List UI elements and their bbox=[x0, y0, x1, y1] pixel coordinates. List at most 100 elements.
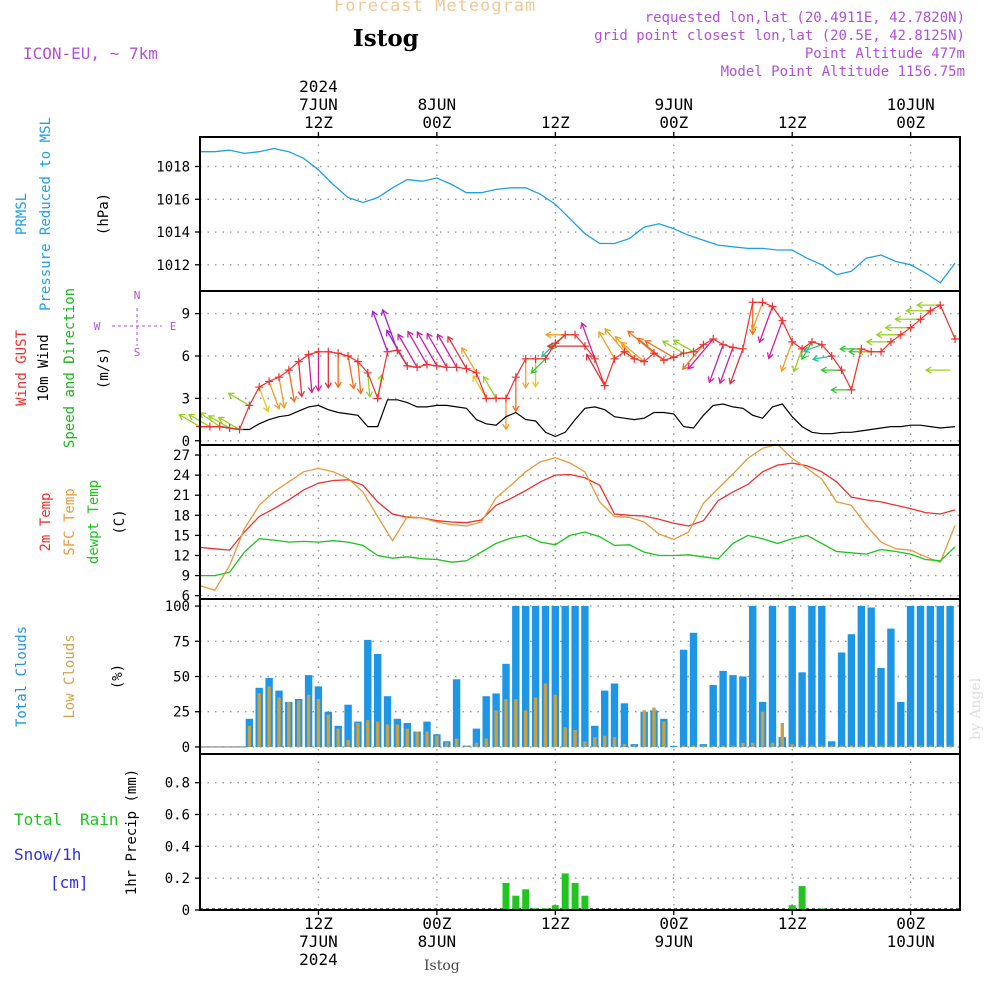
wind-arrow bbox=[627, 330, 655, 354]
wind-arrow-head bbox=[178, 413, 186, 421]
wind-arrow bbox=[751, 302, 764, 331]
total-cloud-bar bbox=[867, 607, 875, 747]
wind-arrow bbox=[803, 344, 823, 352]
legend-rain: Rain bbox=[80, 810, 119, 829]
wind-gust-marker bbox=[413, 363, 422, 372]
low-cloud-bar bbox=[790, 744, 794, 747]
low-cloud-bar bbox=[751, 742, 755, 747]
wind-arrow bbox=[357, 361, 362, 394]
temp-2m-line bbox=[199, 462, 956, 551]
total-cloud-bar bbox=[719, 670, 727, 747]
dewpoint-line bbox=[200, 531, 956, 577]
compass-axes bbox=[112, 308, 162, 346]
wind-arrow-head bbox=[530, 366, 538, 374]
wind-gust-marker bbox=[699, 340, 708, 349]
low-cloud-bar bbox=[395, 724, 400, 747]
wind-arrow-head bbox=[544, 331, 552, 339]
rain-bar bbox=[502, 882, 510, 910]
wind-gust-marker bbox=[284, 366, 293, 375]
wind-gust-marker bbox=[951, 335, 960, 344]
wind-gust-marker bbox=[245, 401, 254, 410]
wind-gust-marker bbox=[857, 344, 866, 353]
low-cloud-bar bbox=[760, 711, 765, 747]
wind-arrow bbox=[472, 375, 487, 399]
wind-arrow bbox=[447, 336, 468, 370]
wind-gust-marker bbox=[896, 330, 905, 339]
total-cloud-bar bbox=[383, 696, 392, 747]
total-cloud-bar bbox=[620, 703, 629, 747]
low-cloud-bar bbox=[691, 745, 696, 747]
wind-gust-marker bbox=[886, 337, 895, 346]
wind-gust-marker bbox=[877, 347, 886, 356]
wind-arrow-head bbox=[188, 413, 196, 421]
total-cloud-bar bbox=[551, 606, 559, 747]
y-tick-label: 0 bbox=[182, 740, 190, 756]
y-tick-label: 0 bbox=[182, 434, 190, 450]
compass-north: N bbox=[134, 289, 141, 302]
total-cloud-bar bbox=[916, 606, 925, 747]
wind-arrow-head bbox=[884, 324, 892, 332]
wind-arrow-head bbox=[636, 337, 644, 345]
low-cloud-bar bbox=[425, 731, 429, 747]
wind-arrow-head bbox=[386, 329, 393, 337]
wind-arrow bbox=[407, 331, 428, 365]
wind-arrow-head bbox=[916, 301, 923, 309]
rain-bar bbox=[788, 905, 796, 910]
axis-label: (m/s) bbox=[96, 347, 112, 389]
time-label-top: 12Z bbox=[778, 113, 807, 132]
axis-label: 10m Wind bbox=[36, 334, 52, 401]
y-tick-label: 12 bbox=[173, 548, 190, 564]
total-cloud-bar bbox=[344, 704, 352, 747]
wind-gust-marker bbox=[936, 301, 945, 310]
wind-arrow bbox=[708, 344, 724, 383]
low-cloud-bar bbox=[257, 693, 261, 747]
wind-arrow-head bbox=[436, 333, 444, 341]
wind-arrow-head bbox=[580, 321, 587, 330]
time-label-top: 12Z bbox=[304, 113, 333, 132]
time-label-bottom: 8JUN bbox=[418, 932, 457, 951]
y-tick-label: 3 bbox=[182, 391, 190, 407]
model-label: ICON-EU, ~ 7km bbox=[23, 44, 158, 63]
legend-snow: Snow/1h bbox=[14, 845, 81, 864]
wind-arrow bbox=[793, 348, 803, 372]
wind-gust-marker bbox=[719, 340, 728, 349]
wind-arrow-head bbox=[830, 386, 837, 394]
wind-gust-marker bbox=[679, 349, 688, 358]
low-cloud-bar bbox=[484, 738, 488, 747]
wind-gust-marker bbox=[541, 354, 550, 363]
wind-arrow bbox=[719, 347, 734, 384]
low-cloud-bar bbox=[277, 697, 281, 747]
total-cloud-bar bbox=[906, 606, 915, 747]
y-tick-label: 75 bbox=[173, 634, 190, 650]
low-cloud-bar bbox=[948, 745, 952, 747]
wind-gust-marker bbox=[867, 347, 876, 356]
axis-label: 1hr Precip (mm) bbox=[124, 769, 140, 895]
wind-arrow-head bbox=[875, 331, 883, 339]
wind-gust-marker bbox=[265, 377, 274, 386]
wind-gust-marker bbox=[235, 425, 244, 434]
low-cloud-bar bbox=[800, 745, 804, 747]
low-cloud-bar bbox=[316, 699, 321, 747]
axis-label: Wind GUST bbox=[14, 330, 30, 406]
wind-gust-marker bbox=[492, 394, 501, 403]
wind-gust-marker bbox=[620, 347, 629, 356]
low-cloud-bar bbox=[474, 742, 479, 747]
wind-arrow-head bbox=[217, 416, 225, 424]
total-cloud-bar bbox=[571, 606, 579, 747]
y-tick-label: 1018 bbox=[156, 159, 190, 175]
wind-arrow bbox=[307, 354, 313, 393]
low-cloud-bar bbox=[524, 710, 528, 747]
low-cloud-bar bbox=[879, 745, 883, 747]
wind-gust-marker bbox=[778, 316, 787, 325]
low-cloud-bar bbox=[593, 737, 597, 747]
low-cloud-bar bbox=[553, 694, 557, 747]
wind-arrow bbox=[615, 336, 635, 360]
total-cloud-bar bbox=[472, 728, 481, 747]
pressure-line bbox=[200, 147, 956, 284]
low-cloud-bar bbox=[741, 742, 745, 747]
low-cloud-bar bbox=[543, 683, 548, 747]
wind-gust-marker bbox=[659, 356, 668, 365]
wind-arrow-head bbox=[687, 362, 695, 370]
legend-snow-unit: [cm] bbox=[50, 873, 89, 892]
y-tick-label: 15 bbox=[173, 528, 190, 544]
